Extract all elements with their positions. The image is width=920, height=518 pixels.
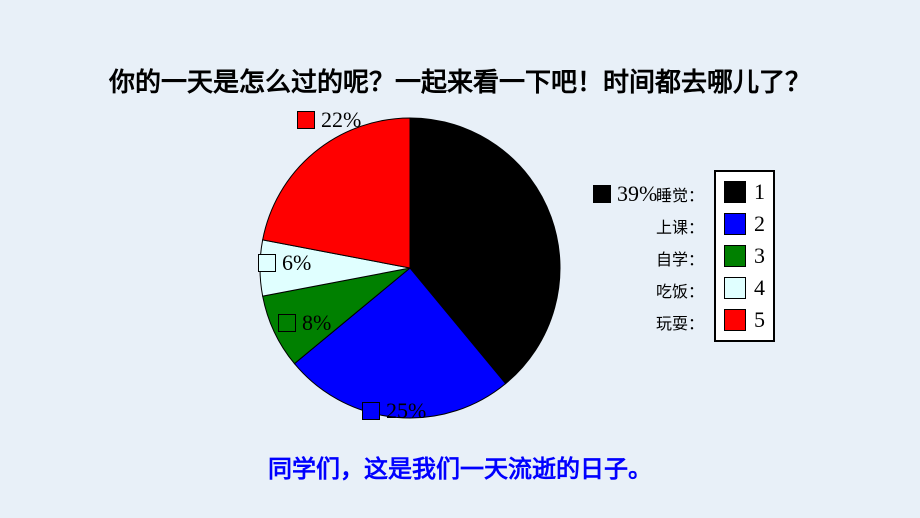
label-swatch-3: [278, 314, 296, 332]
legend-item-4: 4: [724, 272, 765, 304]
label-percent-1: 39%: [617, 181, 657, 207]
legend-category-labels: 睡觉：上课：自学：吃饭：玩耍：: [656, 178, 704, 338]
label-percent-3: 8%: [302, 310, 331, 336]
legend-swatch-5: [724, 309, 746, 331]
legend-item-5: 5: [724, 304, 765, 336]
legend-swatch-1: [724, 181, 746, 203]
legend-item-2: 2: [724, 208, 765, 240]
page-title: 你的一天是怎么过的呢？一起来看一下吧！时间都去哪儿了？: [0, 62, 920, 99]
label-swatch-2: [362, 402, 380, 420]
data-label-5: 22%: [297, 107, 361, 133]
label-percent-2: 25%: [386, 398, 426, 424]
legend-category-5: 玩耍：: [656, 306, 704, 338]
legend-category-1: 睡觉：: [656, 178, 704, 210]
legend-number-5: 5: [754, 307, 765, 333]
label-percent-4: 6%: [282, 250, 311, 276]
legend-category-2: 上课：: [656, 210, 704, 242]
data-label-4: 6%: [258, 250, 311, 276]
legend-item-3: 3: [724, 240, 765, 272]
data-label-1: 39%: [593, 181, 657, 207]
legend-box: 1 2 3 4 5: [714, 170, 775, 342]
legend-number-3: 3: [754, 243, 765, 269]
legend-swatch-3: [724, 245, 746, 267]
label-percent-5: 22%: [321, 107, 361, 133]
legend-swatch-2: [724, 213, 746, 235]
legend-swatch-4: [724, 277, 746, 299]
legend-number-1: 1: [754, 179, 765, 205]
legend-item-1: 1: [724, 176, 765, 208]
page-subtitle: 同学们，这是我们一天流逝的日子。: [0, 449, 920, 484]
data-label-3: 8%: [278, 310, 331, 336]
legend-category-3: 自学：: [656, 242, 704, 274]
legend-number-4: 4: [754, 275, 765, 301]
label-swatch-5: [297, 111, 315, 129]
label-swatch-1: [593, 185, 611, 203]
legend-number-2: 2: [754, 211, 765, 237]
label-swatch-4: [258, 254, 276, 272]
data-label-2: 25%: [362, 398, 426, 424]
legend-category-4: 吃饭：: [656, 274, 704, 306]
